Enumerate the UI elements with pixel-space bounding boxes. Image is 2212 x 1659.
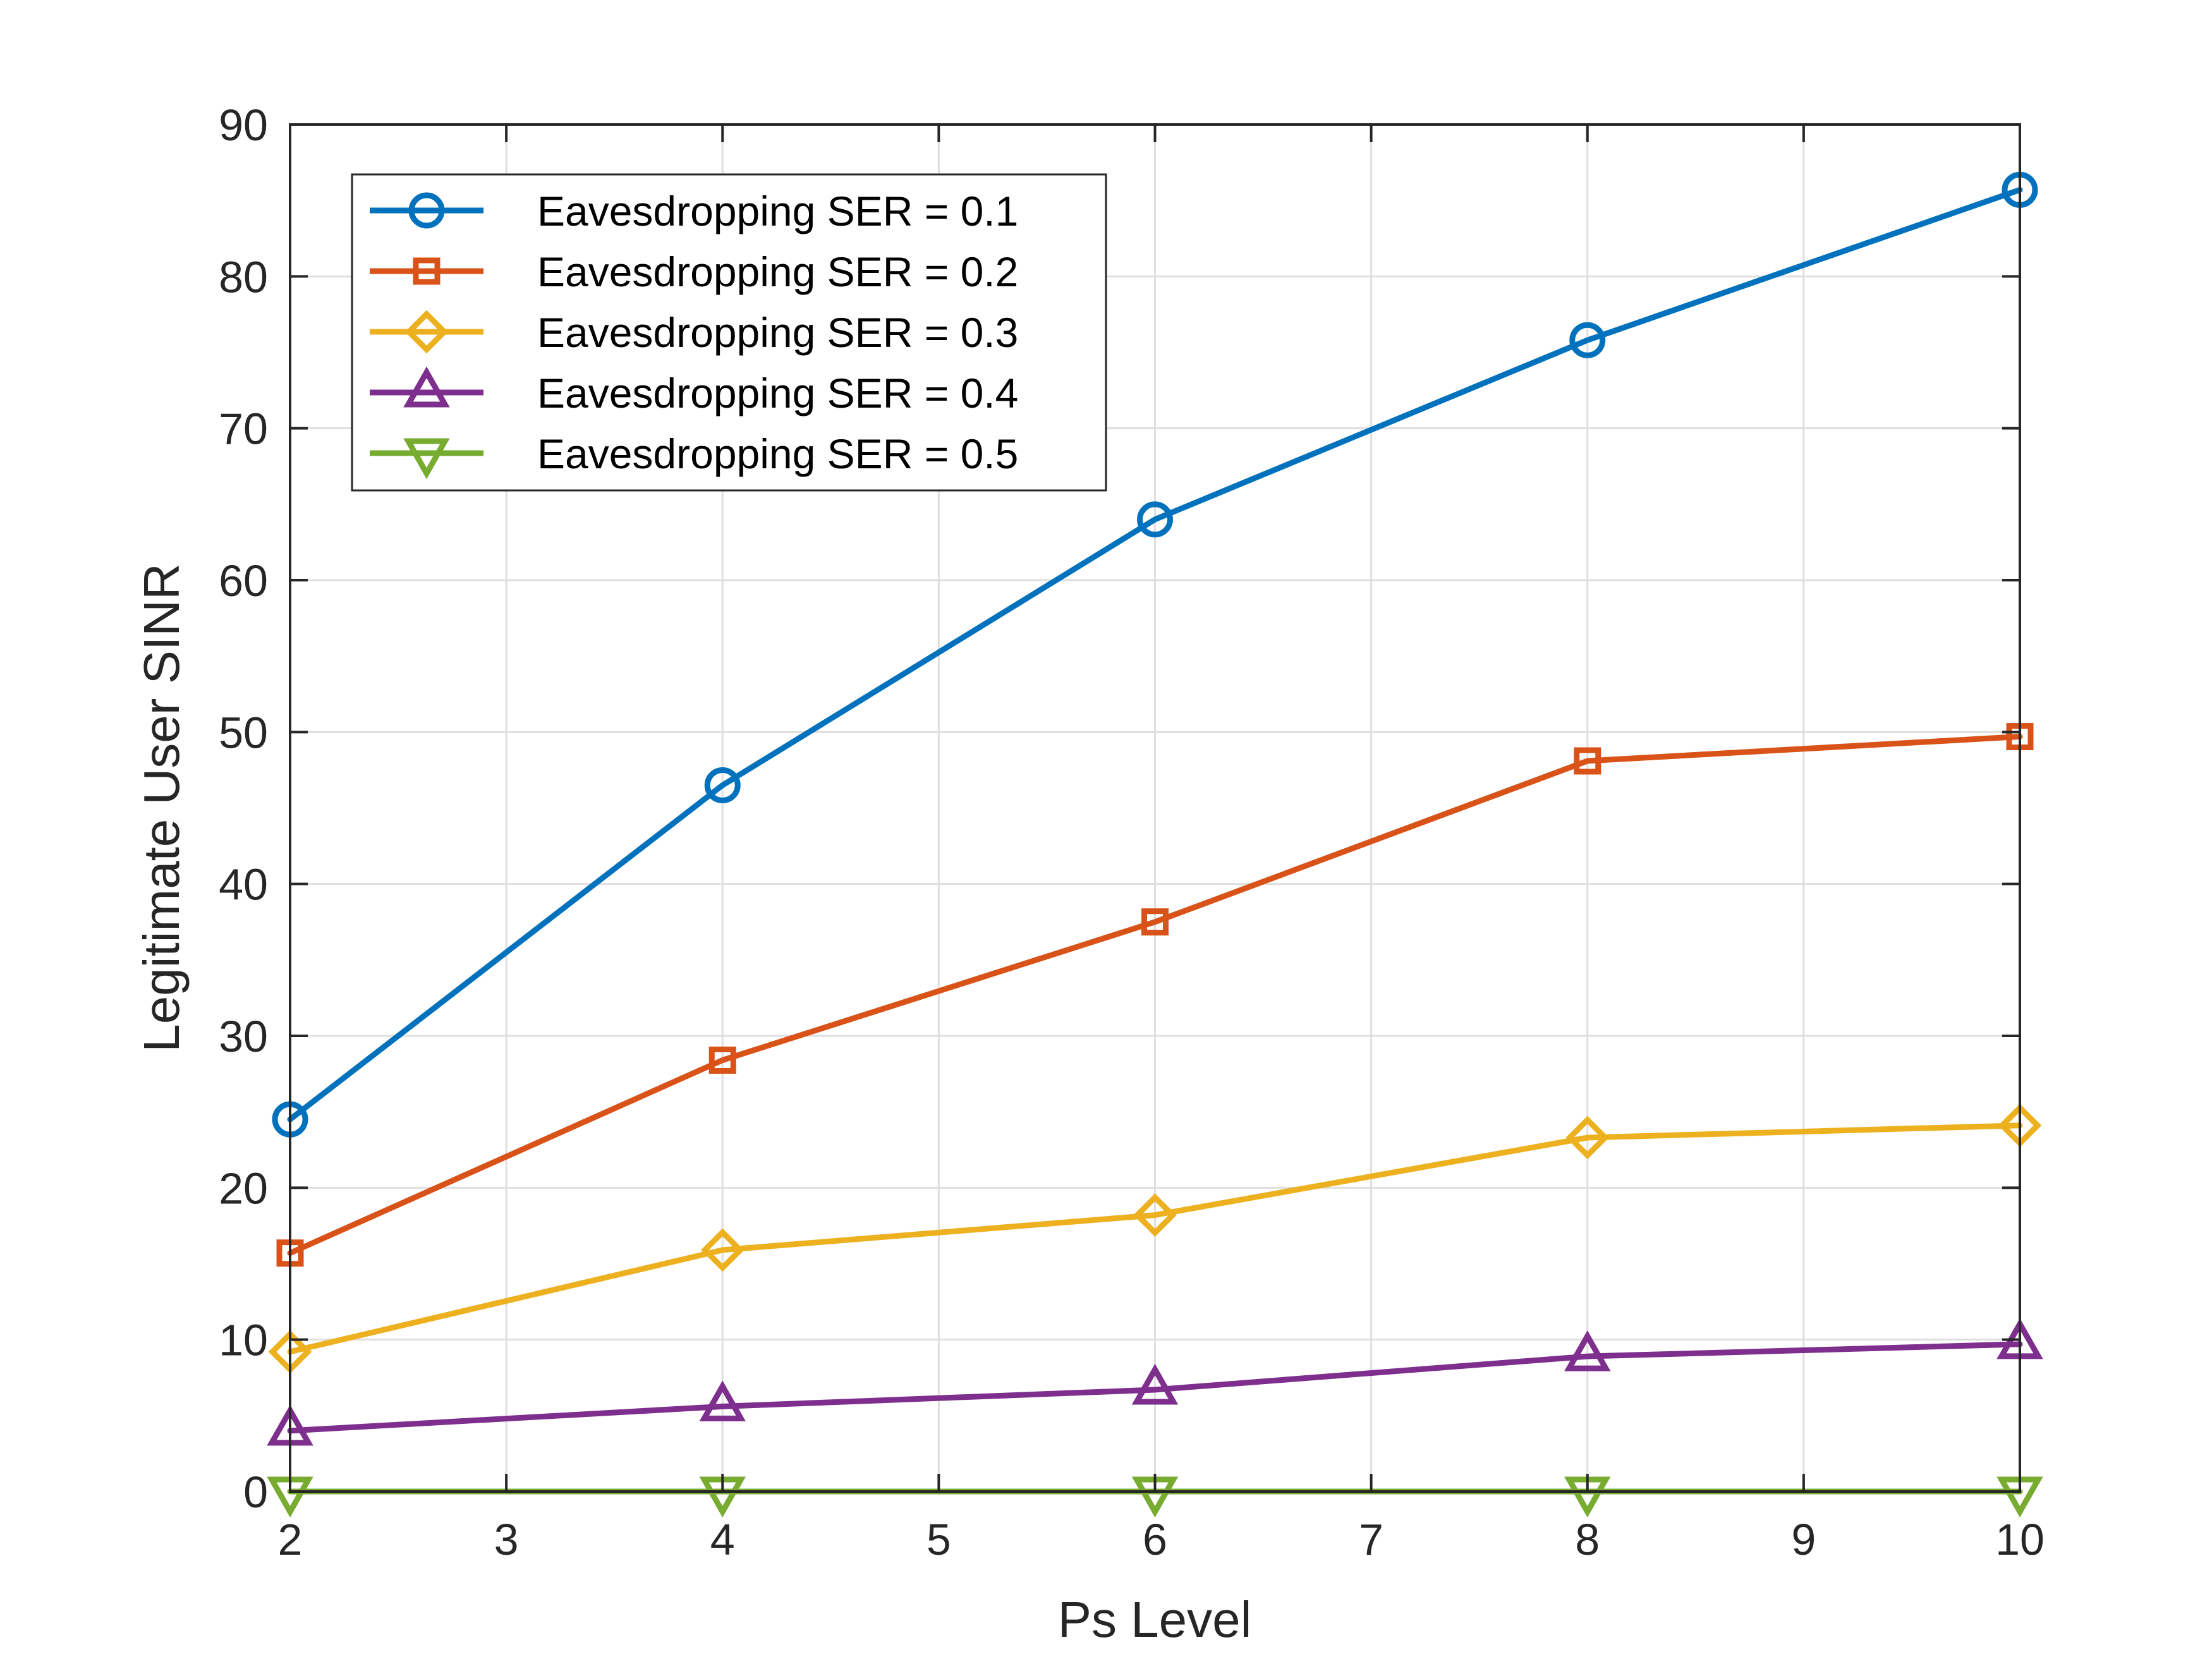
series-line xyxy=(287,1341,2023,1434)
data-point-marker xyxy=(1564,1330,1611,1371)
series-line xyxy=(287,734,2023,1256)
legend-marker xyxy=(413,257,441,285)
x-tick-label: 8 xyxy=(1575,1515,1600,1564)
data-point-marker xyxy=(1137,501,1173,538)
series-layer xyxy=(267,171,2043,1518)
y-tick-label: 90 xyxy=(219,100,268,150)
data-point-marker xyxy=(1133,1193,1177,1237)
y-axis-title: Legitimate User SINR xyxy=(133,563,190,1052)
legend-label: Eavesdropping SER = 0.2 xyxy=(537,248,1018,295)
legend-marker xyxy=(408,192,445,229)
legend: Eavesdropping SER = 0.1 Eavesdropping SER… xyxy=(351,173,1107,492)
x-tick-label: 3 xyxy=(494,1515,519,1564)
x-tick-label: 2 xyxy=(278,1515,303,1564)
data-point-marker xyxy=(1565,1115,1610,1160)
x-tick-label: 9 xyxy=(1791,1515,1816,1564)
legend-entry: Eavesdropping SER = 0.4 xyxy=(370,366,1018,416)
legend-marker xyxy=(403,438,450,480)
data-point-marker xyxy=(708,1046,736,1074)
x-tick-label: 7 xyxy=(1359,1515,1383,1564)
data-point-marker xyxy=(1131,1363,1179,1405)
data-point-marker xyxy=(700,1228,744,1272)
data-point-marker xyxy=(704,767,741,803)
y-tick-label: 80 xyxy=(219,252,268,301)
data-point-marker xyxy=(1574,747,1601,775)
legend-label: Eavesdropping SER = 0.5 xyxy=(537,430,1018,477)
series-line xyxy=(287,186,2023,1122)
tick-labels: 2 3 4 5 6 7 8 9 10 0 10 20 30 40 50 60 70 80 90 xyxy=(219,100,2045,1564)
y-tick-label: 10 xyxy=(219,1316,268,1365)
legend-entry: Eavesdropping SER = 0.3 xyxy=(370,309,1018,356)
y-tick-label: 40 xyxy=(219,860,268,909)
x-tick-label: 10 xyxy=(1995,1515,2045,1564)
legend-entry: Eavesdropping SER = 0.1 xyxy=(370,188,1018,234)
legend-label: Eavesdropping SER = 0.3 xyxy=(537,309,1018,356)
y-tick-label: 20 xyxy=(219,1164,268,1213)
y-tick-label: 50 xyxy=(219,708,268,757)
data-point-marker xyxy=(1141,908,1169,936)
ticks xyxy=(289,123,2021,1493)
legend-label: Eavesdropping SER = 0.4 xyxy=(537,370,1018,416)
data-point-marker xyxy=(699,1380,746,1421)
x-tick-label: 6 xyxy=(1143,1515,1167,1564)
legend-entry: Eavesdropping SER = 0.2 xyxy=(370,248,1018,295)
x-axis-title: Ps Level xyxy=(1058,1591,1252,1648)
x-tick-label: 5 xyxy=(927,1515,951,1564)
series-line xyxy=(287,1122,2023,1355)
legend-label: Eavesdropping SER = 0.1 xyxy=(537,188,1018,234)
legend-entry: Eavesdropping SER = 0.5 xyxy=(370,430,1018,480)
y-tick-label: 60 xyxy=(219,556,268,605)
y-tick-label: 0 xyxy=(243,1468,268,1517)
legend-marker xyxy=(404,310,449,354)
x-tick-label: 4 xyxy=(710,1515,735,1564)
data-point-marker xyxy=(1569,322,1606,358)
y-tick-label: 70 xyxy=(219,404,268,454)
legend-marker xyxy=(403,366,450,408)
y-tick-label: 30 xyxy=(219,1012,268,1061)
